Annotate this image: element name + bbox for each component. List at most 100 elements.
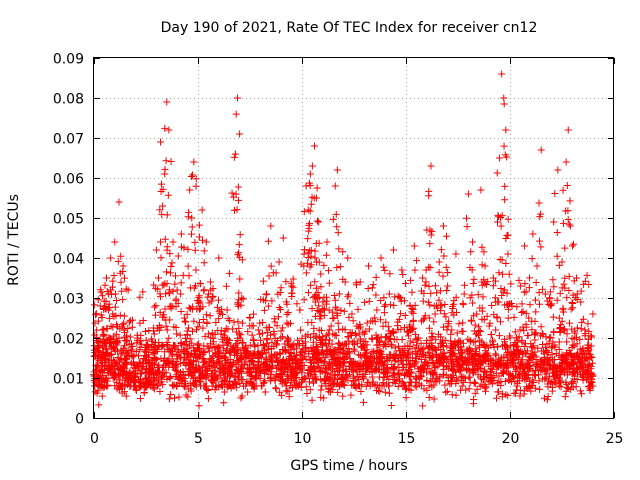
data-point [369,347,377,355]
data-point [563,330,571,338]
data-point [501,182,509,190]
data-point [441,300,449,308]
data-point [498,342,506,350]
data-point [121,328,129,336]
data-point [211,362,219,370]
data-point [113,378,121,386]
data-point [111,303,119,311]
data-point [318,382,326,390]
data-point [239,295,247,303]
data-point [537,243,545,251]
data-point [208,344,216,352]
data-point [306,220,314,228]
data-point [146,382,154,390]
data-point [529,344,537,352]
data-point [315,364,323,372]
data-point [540,394,548,402]
data-point [515,276,523,284]
data-point [561,325,569,333]
data-point [455,353,463,361]
data-point [345,345,353,353]
data-point [194,323,202,331]
x-axis-label: GPS time / hours [290,458,407,474]
data-point [460,290,468,298]
data-point [397,310,405,318]
data-point [164,191,172,199]
data-point [325,347,333,355]
data-point [544,393,552,401]
data-point [363,341,371,349]
data-point [207,286,215,294]
data-point [129,342,137,350]
data-point [429,333,437,341]
data-point [419,297,427,305]
data-point [339,248,347,256]
data-point [553,296,561,304]
data-point [470,369,478,377]
data-point [234,94,242,102]
data-point [564,216,572,224]
data-point [411,301,419,309]
data-point [93,370,101,378]
data-point [152,246,160,254]
data-point [322,364,330,372]
data-point [347,391,355,399]
data-point [374,355,382,363]
data-point [479,293,487,301]
data-point [197,367,205,375]
data-point [268,297,276,305]
data-point [470,327,478,335]
data-point [300,296,308,304]
data-point [306,386,314,394]
data-point [261,377,269,385]
data-point [295,365,303,373]
data-point [195,369,203,377]
data-point [275,303,283,311]
data-point [468,266,476,274]
data-point [354,373,362,381]
data-point [301,374,309,382]
data-point [563,294,571,302]
chart-title: Day 190 of 2021, Rate Of TEC Index for r… [161,20,538,36]
data-point [111,382,119,390]
data-point [178,380,186,388]
data-point [345,337,353,345]
data-point [383,372,391,380]
data-point [263,290,271,298]
data-point [293,382,301,390]
data-point [399,356,407,364]
data-point [373,306,381,314]
x-tick-label: 0 [90,431,99,447]
data-point [182,340,190,348]
data-point [357,387,365,395]
data-point [488,302,496,310]
data-point [553,252,561,260]
data-point [528,326,536,334]
data-point [95,350,103,358]
data-point [553,228,561,236]
data-point [307,246,315,254]
data-point [381,388,389,396]
data-point [513,382,521,390]
data-point [400,324,408,332]
data-point [437,358,445,366]
data-point [115,198,123,206]
data-point [119,296,127,304]
data-point [244,388,252,396]
data-point [232,328,240,336]
data-point [126,317,134,325]
data-point [220,331,228,339]
data-point [238,354,246,362]
data-point [265,323,273,331]
data-point [128,323,136,331]
data-point [439,272,447,280]
data-point [262,297,270,305]
data-point [494,342,502,350]
data-point [331,182,339,190]
data-point [452,293,460,301]
data-point [232,351,240,359]
data-point [476,343,484,351]
data-point [549,383,557,391]
data-point [439,222,447,230]
data-point [354,305,362,313]
